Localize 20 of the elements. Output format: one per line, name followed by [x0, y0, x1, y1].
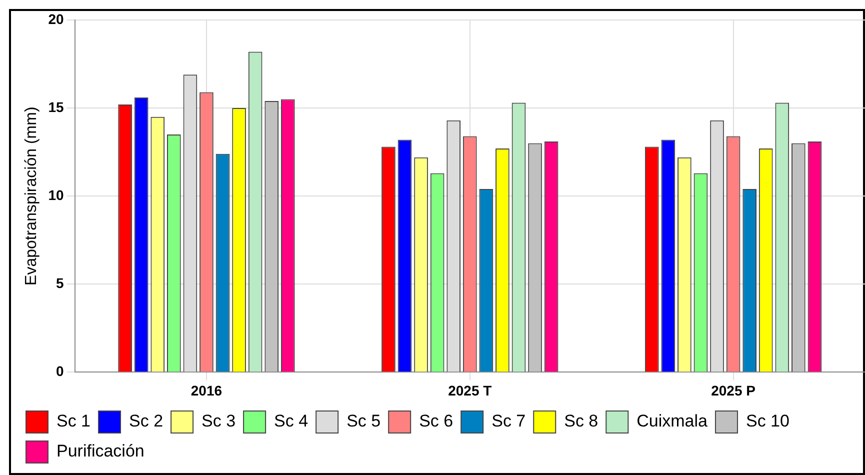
y-tick-label: 0 — [56, 363, 64, 380]
y-tick-label: 15 — [48, 98, 64, 115]
legend-label: Sc 5 — [346, 412, 381, 431]
y-tick-label: 5 — [56, 275, 64, 292]
y-axis-title: Evapotranspiración (mm) — [23, 106, 40, 286]
x-tick-label: 2025 P — [711, 382, 756, 398]
y-tick-label: 10 — [48, 186, 64, 203]
legend-label: Sc 10 — [746, 412, 790, 431]
x-tick-label: 2016 — [190, 382, 222, 398]
legend-label: Sc 8 — [564, 412, 598, 431]
legend-label: Cuixmala — [636, 412, 708, 431]
legend-label: Sc 4 — [274, 412, 308, 431]
legend-label: Purificación — [56, 442, 144, 461]
x-tick-label: 2025 T — [448, 382, 492, 398]
y-tick-label: 20 — [48, 10, 64, 27]
legend-label: Sc 3 — [202, 412, 236, 431]
legend-label: Sc 1 — [56, 412, 91, 431]
legend-label: Sc 7 — [492, 412, 526, 431]
legend-label: Sc 6 — [419, 412, 454, 431]
legend-label: Sc 2 — [129, 412, 164, 431]
